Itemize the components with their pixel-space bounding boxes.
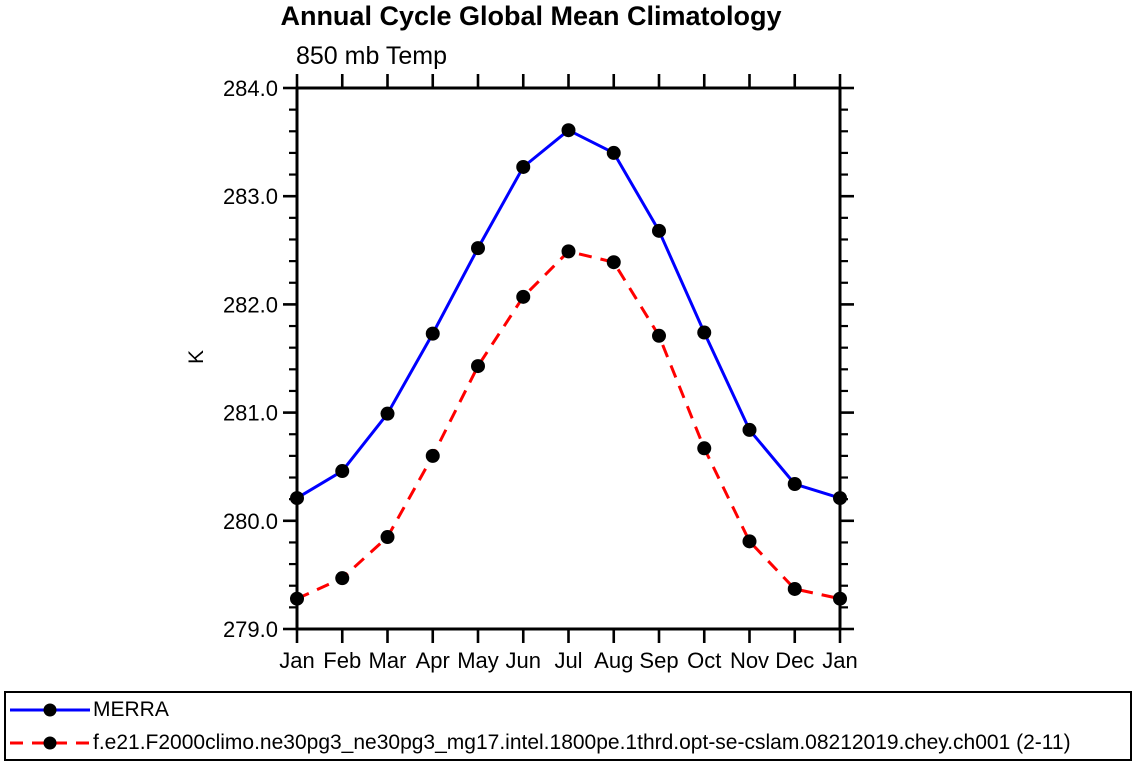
data-point-marker bbox=[516, 159, 531, 174]
data-point-marker bbox=[380, 406, 395, 421]
x-tick-label: Jul bbox=[554, 648, 582, 673]
y-tick-label: 282.0 bbox=[223, 292, 278, 317]
y-tick-label: 280.0 bbox=[223, 509, 278, 534]
data-point-marker bbox=[471, 241, 485, 256]
y-tick-label: 284.0 bbox=[223, 76, 278, 101]
chart-subtitle: 850 mb Temp bbox=[296, 42, 448, 70]
data-point-marker bbox=[833, 491, 847, 506]
data-point-marker bbox=[742, 534, 757, 549]
data-point-marker bbox=[652, 328, 666, 343]
x-tick-label: Jan bbox=[822, 648, 857, 673]
data-point-marker bbox=[290, 591, 304, 606]
data-point-marker bbox=[787, 477, 802, 492]
legend-box: MERRA f.e21.F2000climo.ne30pg3_ne30pg3_m… bbox=[4, 691, 1132, 761]
data-point-marker bbox=[516, 289, 531, 304]
x-tick-label: Mar bbox=[369, 648, 407, 673]
data-point-marker bbox=[335, 571, 350, 586]
data-point-marker bbox=[471, 359, 485, 374]
data-point-marker bbox=[697, 325, 712, 340]
data-point-marker bbox=[425, 326, 440, 341]
data-point-marker bbox=[335, 464, 350, 479]
x-tick-label: Oct bbox=[687, 648, 721, 673]
legend-sample-marker bbox=[43, 703, 57, 716]
data-point-marker bbox=[606, 145, 621, 160]
data-point-marker bbox=[787, 581, 802, 596]
data-point-marker bbox=[652, 223, 666, 238]
data-point-marker bbox=[833, 591, 847, 606]
plot-frame bbox=[295, 86, 842, 631]
data-point-marker bbox=[561, 123, 576, 138]
legend-label-merra: MERRA bbox=[93, 697, 169, 721]
x-tick-label: Jan bbox=[279, 648, 314, 673]
y-tick-label: 279.0 bbox=[223, 617, 278, 642]
y-tick-label: 281.0 bbox=[223, 401, 278, 426]
x-tick-label: Nov bbox=[730, 648, 769, 673]
x-tick-label: Jun bbox=[506, 648, 541, 673]
data-point-marker bbox=[742, 422, 757, 437]
data-point-marker bbox=[380, 530, 395, 545]
x-axis: Jan Feb Mar Apr May Jun Jul Aug Sep Oct Nov Dec Jan bbox=[279, 74, 858, 673]
series-markers-1 bbox=[290, 244, 847, 606]
legend-label-model: f.e21.F2000climo.ne30pg3_ne30pg3_mg17.in… bbox=[93, 730, 1071, 754]
data-point-marker bbox=[606, 255, 621, 270]
data-point-marker bbox=[697, 441, 712, 456]
x-tick-label: Aug bbox=[594, 648, 633, 673]
legend-sample-marker bbox=[43, 736, 57, 749]
legend-item-model: f.e21.F2000climo.ne30pg3_ne30pg3_mg17.in… bbox=[10, 726, 1130, 759]
y-axis: 279.0 280.0 281.0 282.0 283.0 284.0 bbox=[223, 76, 854, 642]
data-point-marker bbox=[290, 491, 304, 506]
x-tick-label: Dec bbox=[775, 648, 814, 673]
x-tick-label: Sep bbox=[639, 648, 678, 673]
series-markers-0 bbox=[290, 123, 847, 506]
x-tick-label: Apr bbox=[416, 648, 450, 673]
data-point-marker bbox=[561, 244, 576, 259]
legend-line-sample-model bbox=[10, 736, 90, 749]
series-line-0 bbox=[296, 128, 841, 500]
legend-line-sample-merra bbox=[10, 703, 90, 716]
x-tick-label: May bbox=[457, 648, 499, 673]
data-point-marker bbox=[425, 448, 440, 463]
x-tick-label: Feb bbox=[323, 648, 361, 673]
chart-title: Annual Cycle Global Mean Climatology bbox=[280, 1, 782, 31]
y-tick-label: 283.0 bbox=[223, 184, 278, 209]
chart-canvas: Jan Feb Mar Apr May Jun Jul Aug Sep Oct Nov Dec Jan2… bbox=[223, 74, 858, 673]
legend-item-merra: MERRA bbox=[10, 693, 1130, 726]
